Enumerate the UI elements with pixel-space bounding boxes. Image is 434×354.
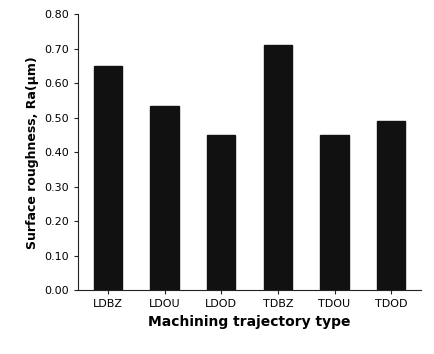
- Bar: [94, 66, 122, 290]
- Bar: [377, 121, 405, 290]
- X-axis label: Machining trajectory type: Machining trajectory type: [148, 315, 351, 329]
- Bar: [320, 135, 349, 290]
- Bar: [207, 135, 235, 290]
- Bar: [150, 105, 179, 290]
- Y-axis label: Surface roughness, Ra(μm): Surface roughness, Ra(μm): [26, 56, 39, 249]
- Bar: [264, 45, 292, 290]
